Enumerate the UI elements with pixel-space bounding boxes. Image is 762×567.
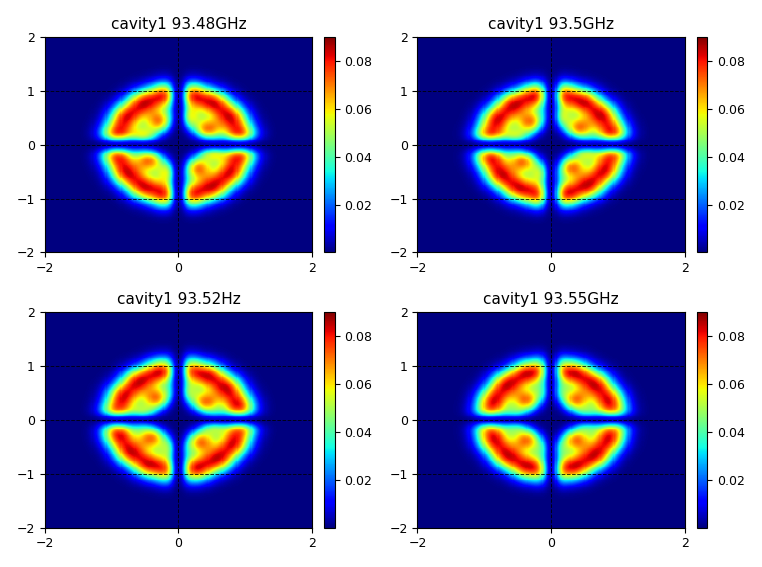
Title: cavity1 93.55GHz: cavity1 93.55GHz: [483, 292, 619, 307]
Title: cavity1 93.48GHz: cavity1 93.48GHz: [110, 16, 246, 32]
Title: cavity1 93.52Hz: cavity1 93.52Hz: [117, 292, 240, 307]
Title: cavity1 93.5GHz: cavity1 93.5GHz: [488, 16, 614, 32]
